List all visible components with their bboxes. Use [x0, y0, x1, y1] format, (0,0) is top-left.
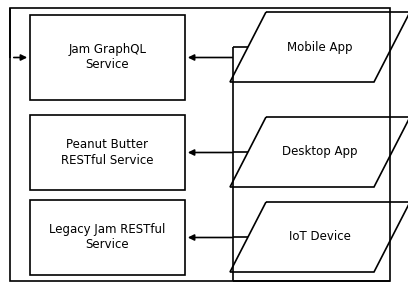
- Polygon shape: [30, 200, 185, 275]
- Text: Legacy Jam RESTful
Service: Legacy Jam RESTful Service: [49, 223, 166, 251]
- Text: IoT Device: IoT Device: [289, 231, 351, 243]
- Polygon shape: [30, 115, 185, 190]
- Text: Jam GraphQL
Service: Jam GraphQL Service: [69, 43, 146, 71]
- Text: Peanut Butter
RESTful Service: Peanut Butter RESTful Service: [61, 138, 154, 167]
- Text: Mobile App: Mobile App: [287, 40, 353, 54]
- Polygon shape: [30, 15, 185, 100]
- Text: Desktop App: Desktop App: [282, 146, 358, 158]
